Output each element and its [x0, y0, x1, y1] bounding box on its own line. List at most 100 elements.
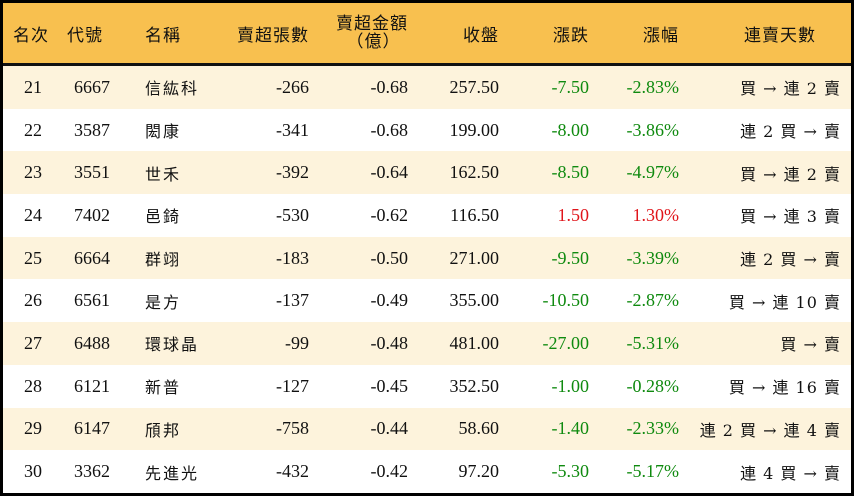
- cell-net-sell-amount: -0.68: [370, 76, 409, 97]
- header-code: 代號: [67, 25, 103, 46]
- table-row: 30 3362 先進光 -432 -0.42 97.20 -5.30 -5.17…: [3, 450, 851, 493]
- cell-streak: 買 → 連 10 賣: [728, 292, 841, 312]
- cell-change-pct: -4.97%: [626, 162, 680, 183]
- cell-net-sell-lots: -183: [276, 247, 309, 268]
- cell-change: -27.00: [542, 332, 590, 353]
- cell-change-pct: -2.87%: [626, 290, 680, 311]
- cell-change: -1.40: [551, 418, 590, 439]
- cell-close: 97.20: [458, 461, 500, 482]
- cell-streak: 買 → 賣: [780, 335, 841, 355]
- cell-net-sell-amount: -0.45: [370, 375, 409, 396]
- cell-change-pct: -2.33%: [626, 418, 680, 439]
- cell-code: 6121: [74, 375, 110, 396]
- table-row: 27 6488 環球晶 -99 -0.48 481.00 -27.00 -5.3…: [3, 322, 851, 365]
- table-row: 26 6561 是方 -137 -0.49 355.00 -10.50 -2.8…: [3, 279, 851, 323]
- cell-streak: 連 2 買 → 賣: [740, 250, 841, 270]
- cell-close: 116.50: [450, 204, 499, 225]
- cell-net-sell-amount: -0.50: [370, 247, 409, 268]
- cell-streak: 買 → 連 3 賣: [740, 207, 841, 227]
- cell-net-sell-amount: -0.62: [370, 204, 409, 225]
- cell-streak: 連 2 買 → 賣: [740, 122, 841, 142]
- cell-name: 世禾: [145, 164, 182, 184]
- cell-code: 3587: [74, 119, 110, 140]
- cell-close: 355.00: [449, 290, 500, 311]
- cell-net-sell-lots: -530: [276, 204, 309, 225]
- cell-close: 352.50: [449, 375, 500, 396]
- table-body: 21 6667 信紘科 -266 -0.68 257.50 -7.50 -2.8…: [3, 66, 851, 493]
- cell-streak: 連 2 買 → 連 4 賣: [699, 420, 841, 440]
- cell-change: -8.00: [551, 119, 590, 140]
- table-row: 25 6664 群翊 -183 -0.50 271.00 -9.50 -3.39…: [3, 236, 851, 280]
- cell-change: -7.50: [551, 76, 590, 97]
- cell-name: 是方: [145, 292, 182, 312]
- cell-name: 信紘科: [145, 79, 200, 99]
- header-name: 名稱: [145, 25, 181, 46]
- cell-change: -8.50: [551, 162, 590, 183]
- cell-net-sell-lots: -137: [276, 290, 309, 311]
- cell-close: 481.00: [449, 332, 500, 353]
- cell-code: 6147: [74, 418, 110, 439]
- cell-change-pct: 1.30%: [632, 204, 680, 225]
- cell-streak: 買 → 連 16 賣: [728, 378, 841, 398]
- cell-rank: 29: [24, 418, 42, 439]
- cell-change: 1.50: [557, 204, 590, 225]
- cell-close: 271.00: [449, 247, 500, 268]
- cell-rank: 30: [24, 461, 42, 482]
- cell-net-sell-amount: -0.49: [370, 290, 409, 311]
- cell-rank: 24: [24, 204, 42, 225]
- cell-net-sell-lots: -99: [285, 332, 309, 353]
- header-net-sell-amount-label: 賣超金額: [336, 14, 408, 34]
- cell-rank: 28: [24, 375, 42, 396]
- table-row: 29 6147 頎邦 -758 -0.44 58.60 -1.40 -2.33%…: [3, 407, 851, 451]
- cell-code: 3362: [74, 461, 110, 482]
- cell-code: 6561: [74, 290, 110, 311]
- cell-change-pct: -0.28%: [626, 375, 680, 396]
- cell-net-sell-amount: -0.64: [370, 162, 409, 183]
- cell-rank: 26: [24, 290, 42, 311]
- cell-net-sell-amount: -0.44: [370, 418, 409, 439]
- table-row: 28 6121 新普 -127 -0.45 352.50 -1.00 -0.28…: [3, 364, 851, 408]
- cell-net-sell-lots: -341: [276, 119, 309, 140]
- cell-change-pct: -5.31%: [626, 332, 680, 353]
- cell-name: 先進光: [145, 463, 200, 483]
- header-net-sell-lots: 賣超張數: [237, 25, 309, 46]
- table-row: 24 7402 邑錡 -530 -0.62 116.50 1.50 1.30% …: [3, 194, 851, 237]
- cell-name: 環球晶: [145, 335, 200, 355]
- cell-code: 3551: [74, 162, 110, 183]
- header-streak: 連賣天數: [744, 25, 816, 46]
- cell-change: -5.30: [551, 461, 590, 482]
- cell-net-sell-amount: -0.48: [370, 332, 409, 353]
- cell-streak: 買 → 連 2 賣: [740, 164, 841, 184]
- header-change: 漲跌: [553, 25, 589, 46]
- cell-rank: 23: [24, 162, 42, 183]
- cell-change-pct: -3.86%: [626, 119, 680, 140]
- table-row: 23 3551 世禾 -392 -0.64 162.50 -8.50 -4.97…: [3, 151, 851, 195]
- cell-net-sell-lots: -266: [276, 76, 309, 97]
- cell-change: -1.00: [551, 375, 590, 396]
- cell-rank: 25: [24, 247, 42, 268]
- cell-net-sell-lots: -392: [276, 162, 309, 183]
- cell-rank: 27: [24, 332, 42, 353]
- cell-close: 162.50: [449, 162, 500, 183]
- cell-change-pct: -5.17%: [626, 461, 680, 482]
- cell-code: 6664: [74, 247, 110, 268]
- cell-net-sell-lots: -432: [276, 461, 309, 482]
- cell-name: 頎邦: [145, 420, 182, 440]
- cell-net-sell-lots: -758: [276, 418, 309, 439]
- cell-close: 199.00: [449, 119, 500, 140]
- cell-change-pct: -2.83%: [626, 76, 680, 97]
- cell-change: -9.50: [551, 247, 590, 268]
- header-net-sell-amount: 賣超金額 （億）: [309, 15, 408, 51]
- cell-change: -10.50: [542, 290, 590, 311]
- cell-change-pct: -3.39%: [626, 247, 680, 268]
- table-row: 21 6667 信紘科 -266 -0.68 257.50 -7.50 -2.8…: [3, 66, 851, 109]
- cell-rank: 22: [24, 119, 42, 140]
- cell-net-sell-amount: -0.42: [370, 461, 409, 482]
- cell-code: 6488: [74, 332, 110, 353]
- table-header: 名次 代號 名稱 賣超張數 賣超金額 （億） 收盤 漲跌 漲幅 連賣天數: [3, 3, 851, 66]
- cell-net-sell-amount: -0.68: [370, 119, 409, 140]
- header-change-pct: 漲幅: [643, 25, 679, 46]
- header-net-sell-amount-unit: （億）: [346, 32, 401, 52]
- cell-rank: 21: [24, 76, 42, 97]
